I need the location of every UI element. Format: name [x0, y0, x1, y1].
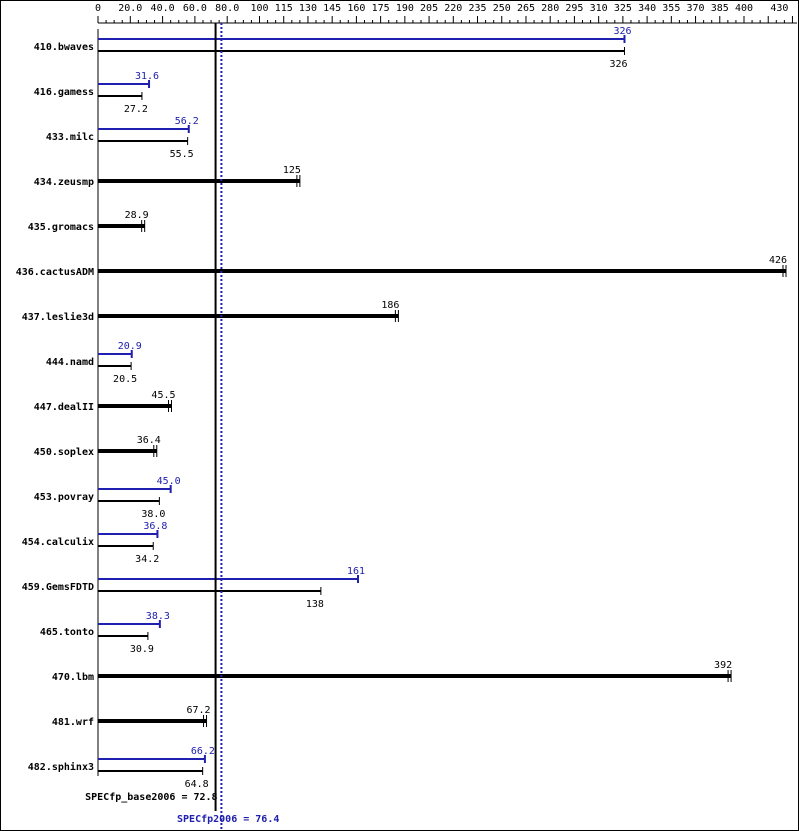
category-label: 454.calculix	[22, 536, 94, 548]
category-label: 410.bwaves	[34, 42, 94, 53]
x-tick-label: 20.0	[118, 3, 142, 14]
x-tick-label: 145	[323, 3, 341, 14]
x-tick-label: 190	[396, 3, 414, 14]
x-tick-label: 430	[770, 3, 788, 14]
x-tick-label: 250	[493, 3, 511, 14]
x-tick-label: 355	[662, 3, 680, 14]
bar-label-base: 392	[714, 660, 732, 671]
x-tick-label: 205	[420, 3, 438, 14]
x-tick-label: 295	[565, 3, 583, 14]
bar-label-peak: 326	[613, 26, 631, 37]
x-tick-label: 130	[299, 3, 317, 14]
bar-label-peak: 66.2	[191, 746, 215, 757]
ref-label-base: SPECfp_base2006 = 72.8	[85, 792, 217, 803]
category-label: 450.soplex	[34, 447, 94, 458]
x-tick-label: 0	[95, 3, 101, 14]
bar-label-base: 67.2	[186, 705, 210, 716]
bar-label-base: 36.4	[137, 435, 161, 446]
bar-label-base: 27.2	[124, 104, 148, 115]
x-tick-label: 220	[444, 3, 462, 14]
bar-label-base: 38.0	[141, 509, 165, 520]
bar-label-base: 326	[609, 59, 627, 70]
bar-label-peak: 56.2	[175, 116, 199, 127]
x-tick-label: 340	[638, 3, 656, 14]
category-label: 465.tonto	[40, 627, 94, 638]
category-label: 437.leslie3d	[22, 311, 94, 323]
x-tick-label: 385	[711, 3, 729, 14]
bar-label-peak: 36.8	[143, 521, 167, 532]
bar-label-peak: 45.0	[157, 476, 181, 487]
bar-label-base: 30.9	[130, 644, 154, 655]
category-label: 435.gromacs	[28, 222, 94, 233]
x-tick-label: 175	[372, 3, 390, 14]
ref-label-peak: SPECfp2006 = 76.4	[177, 814, 279, 825]
bar-label-peak: 31.6	[135, 71, 159, 82]
category-label: 459.GemsFDTD	[22, 582, 94, 593]
x-tick-label: 370	[687, 3, 705, 14]
bar-label-base: 55.5	[170, 149, 194, 160]
category-label: 434.zeusmp	[34, 177, 94, 188]
bar-label-base: 125	[283, 165, 301, 176]
category-label: 433.milc	[46, 131, 94, 143]
category-label: 444.namd	[46, 357, 94, 368]
bar-label-peak: 20.9	[118, 341, 142, 352]
category-label: 453.povray	[34, 492, 94, 503]
bar-label-base: 34.2	[135, 554, 159, 565]
category-label: 447.dealII	[34, 402, 94, 413]
x-tick-label: 60.0	[183, 3, 207, 14]
bar-label-peak: 161	[347, 566, 365, 577]
category-label: 416.gamess	[34, 87, 94, 98]
bar-label-base: 64.8	[185, 779, 209, 790]
bar-label-base: 426	[769, 255, 787, 266]
x-tick-label: 115	[275, 3, 293, 14]
x-tick-label: 100	[250, 3, 268, 14]
x-tick-label: 235	[468, 3, 486, 14]
x-tick-label: 40.0	[151, 3, 175, 14]
x-tick-label: 80.0	[215, 3, 239, 14]
bar-label-base: 138	[306, 599, 324, 610]
x-tick-label: 160	[347, 3, 365, 14]
x-tick-label: 400	[735, 3, 753, 14]
category-label: 436.cactusADM	[16, 267, 94, 278]
x-tick-label: 310	[590, 3, 608, 14]
category-label: 470.lbm	[52, 672, 94, 683]
bar-label-base: 20.5	[113, 374, 137, 385]
x-tick-label: 280	[541, 3, 559, 14]
x-tick-label: 325	[614, 3, 632, 14]
x-tick-label: 265	[517, 3, 535, 14]
category-label: 481.wrf	[52, 717, 94, 728]
bar-label-base: 186	[381, 300, 399, 311]
category-label: 482.sphinx3	[28, 761, 94, 773]
bar-label-base: 28.9	[125, 210, 149, 221]
bar-label-base: 45.5	[151, 390, 175, 401]
bar-label-peak: 38.3	[146, 611, 170, 622]
